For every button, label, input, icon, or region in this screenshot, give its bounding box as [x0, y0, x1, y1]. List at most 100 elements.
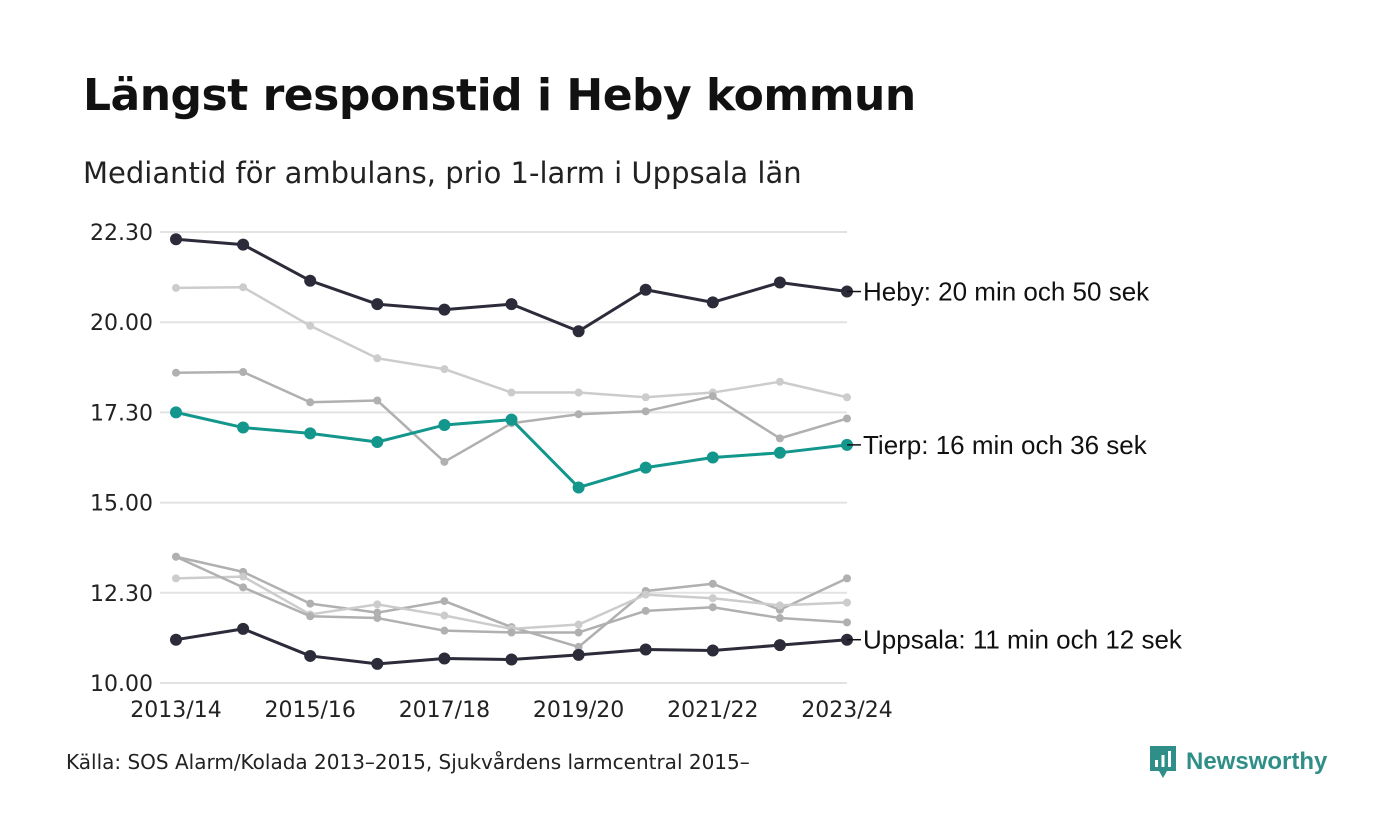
- series-uppsala-point: [706, 644, 719, 657]
- y-axis-labels: 10.00 12.30 15.00 17.30 20.00 22.30: [90, 221, 153, 697]
- background-series-2-point: [373, 396, 382, 405]
- background-series-3-point: [708, 579, 717, 588]
- background-series-2-point: [641, 407, 650, 416]
- source-note: Källa: SOS Alarm/Kolada 2013–2015, Sjukv…: [66, 750, 750, 774]
- x-tick-label: 2019/20: [533, 698, 624, 723]
- background-series-2-point: [775, 434, 784, 443]
- series-uppsala-point: [505, 653, 518, 666]
- background-series-1-point: [306, 321, 315, 330]
- background-series-4-point: [574, 620, 583, 629]
- series-heby-point: [572, 325, 585, 338]
- highlighted-series: [170, 233, 853, 670]
- y-tick-label: 17.30: [90, 401, 153, 426]
- background-series-5-point: [172, 552, 180, 561]
- background-series-5-point: [708, 603, 717, 612]
- background-series-4-point: [843, 598, 851, 607]
- x-tick-label: 2013/14: [130, 698, 221, 723]
- background-series-5-point: [507, 628, 516, 637]
- background-series-2-point: [708, 392, 717, 401]
- series-tierp-point: [505, 413, 518, 426]
- background-series-1: [172, 283, 851, 402]
- y-tick-label: 10.00: [90, 672, 153, 697]
- background-series-3-point: [574, 642, 583, 651]
- background-series-1-point: [641, 393, 650, 402]
- x-tick-label: 2015/16: [264, 698, 355, 723]
- series-heby-point: [706, 296, 719, 309]
- background-series-5-point: [373, 614, 382, 623]
- series-tierp-point: [639, 461, 652, 474]
- grid-lines: [160, 231, 847, 684]
- series-heby-point: [773, 276, 786, 289]
- background-series-3-point: [843, 574, 851, 583]
- background-series-2-point: [574, 410, 583, 419]
- background-series-5-point: [574, 628, 583, 637]
- background-series-1-point: [440, 365, 449, 374]
- background-series-5-point: [440, 626, 449, 635]
- series-tierp-point: [237, 421, 250, 434]
- background-series-3-point: [306, 599, 315, 608]
- series-heby-point: [304, 274, 317, 287]
- series-tierp-point: [773, 446, 786, 459]
- page-subtitle: Mediantid för ambulans, prio 1-larm i Up…: [83, 156, 802, 190]
- series-heby-line: [175, 237, 848, 333]
- background-series-4-point: [708, 594, 717, 603]
- series-heby-point: [170, 233, 182, 246]
- series-tierp-point: [304, 427, 317, 440]
- background-series-1-point: [239, 283, 248, 292]
- background-series-4-point: [172, 574, 180, 583]
- series-tierp-point: [706, 451, 719, 464]
- background-series-5-point: [641, 606, 650, 615]
- series-heby-point: [237, 238, 250, 251]
- background-series-4-point: [239, 572, 248, 581]
- y-tick-label: 20.00: [90, 311, 153, 336]
- brand: Newsworthy: [1148, 744, 1327, 780]
- background-series-1-point: [775, 377, 784, 386]
- background-series-1-point: [507, 388, 516, 397]
- series-heby: [170, 233, 853, 338]
- series-uppsala-point: [170, 633, 182, 646]
- y-tick-label: 15.00: [90, 492, 153, 517]
- background-series-5: [172, 552, 851, 637]
- background-series-5-point: [239, 583, 248, 592]
- series-tierp-point: [371, 435, 384, 448]
- series-uppsala-point: [371, 657, 384, 670]
- brand-name: Newsworthy: [1186, 748, 1328, 775]
- series-uppsala-point: [304, 649, 317, 662]
- end-label-uppsala: Uppsala: 11 min och 12 sek: [863, 625, 1183, 655]
- newsworthy-logo-icon: [1150, 746, 1176, 778]
- series-heby-point: [371, 298, 384, 311]
- background-series-1-point: [843, 393, 851, 402]
- x-axis-labels: 2013/14 2015/16 2017/18 2019/20 2021/22 2023/…: [130, 698, 892, 723]
- series-tierp-point: [438, 419, 451, 432]
- series-uppsala-point: [438, 652, 451, 665]
- background-series-4-point: [641, 590, 650, 599]
- background-series-4-point: [373, 600, 382, 609]
- background-series-2-point: [239, 367, 248, 376]
- background-series-4-point: [775, 601, 784, 610]
- background-series-2-point: [172, 368, 180, 377]
- series-uppsala-point: [773, 639, 786, 652]
- x-tick-label: 2017/18: [399, 698, 490, 723]
- background-series-1-point: [172, 283, 180, 292]
- background-series-4-point: [440, 611, 449, 620]
- x-tick-label: 2023/24: [801, 698, 892, 723]
- background-series-2-point: [306, 398, 315, 407]
- series-heby-point: [438, 303, 451, 316]
- series-uppsala-point: [572, 648, 585, 661]
- background-series-5-point: [843, 618, 851, 627]
- background-series-3-point: [440, 597, 449, 606]
- series-tierp-point: [170, 406, 182, 419]
- background-series-5-point: [306, 612, 315, 621]
- background-series-1-point: [373, 354, 382, 363]
- y-tick-label: 12.30: [90, 582, 153, 607]
- background-series: [172, 283, 851, 651]
- series-heby-point: [505, 298, 518, 311]
- end-label-heby: Heby: 20 min och 50 sek: [863, 277, 1150, 307]
- series-uppsala-point: [237, 622, 250, 635]
- background-series-5-point: [775, 614, 784, 623]
- y-tick-label: 22.30: [90, 221, 153, 246]
- page-title: Längst responstid i Heby kommun: [83, 70, 916, 121]
- background-series-2-point: [843, 414, 851, 423]
- series-tierp: [170, 406, 853, 494]
- series-heby-point: [639, 283, 652, 296]
